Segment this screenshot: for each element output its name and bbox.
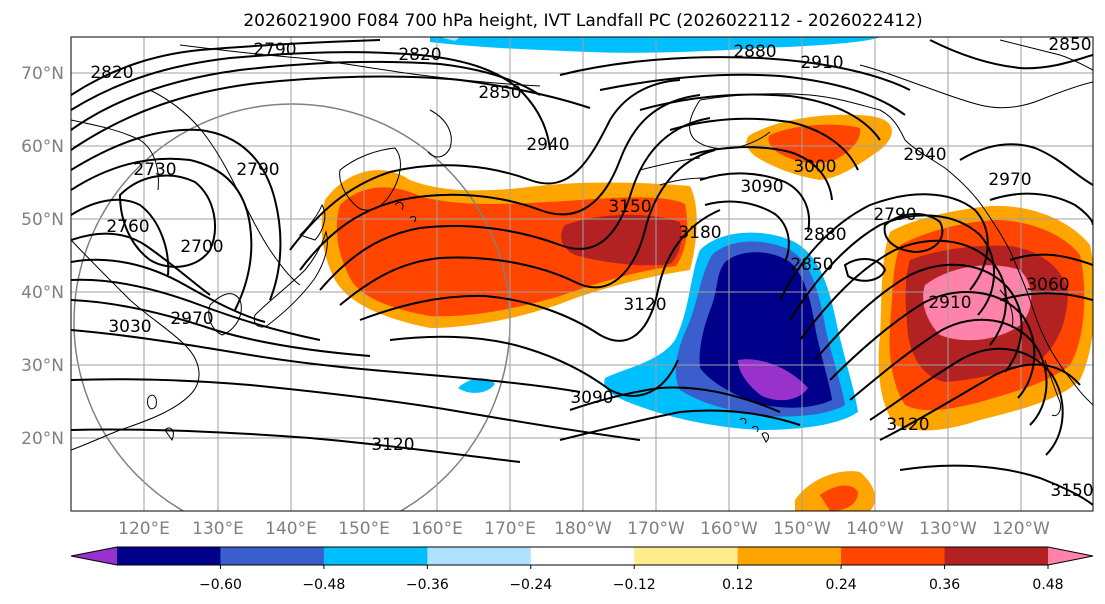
colorbar-extend-min [71,547,117,565]
colorbar-tick-label: −0.60 [199,577,242,593]
contour-label: 2880 [803,225,846,245]
contour-label: 3120 [886,415,929,435]
map-title: 2026021900 F084 700 hPa height, IVT Land… [243,11,922,31]
contour-label: 2940 [526,135,569,155]
contour-label: 2850 [478,83,521,103]
ivt-positive-pacific [321,170,697,328]
contour-label: 2700 [180,237,223,257]
lat-label: 60°N [21,137,64,157]
colorbar-segment [841,547,946,565]
contour-label: 2910 [800,53,843,73]
contour-label: 3090 [740,177,783,197]
lon-label: 180°W [554,519,612,539]
colorbar-segment [117,547,221,565]
colorbar-tick-label: −0.24 [509,577,552,593]
ivt-negative-north [430,37,880,53]
contour-label: 3000 [793,157,836,177]
contour-label: 2820 [398,45,441,65]
contour-labels: 2790 2820 2850 2880 2910 2850 2820 2730 … [90,35,1093,501]
contour-label: 3120 [371,435,414,455]
colorbar-segment [530,547,635,565]
lon-label: 130°W [919,519,977,539]
colorbar-segment [427,547,532,565]
lon-label: 120°E [118,519,170,539]
colorbar-tick-label: 0.36 [929,577,960,593]
colorbar-tick-label: −0.12 [613,577,656,593]
lon-label: 150°E [338,519,390,539]
contour-label: 3060 [1026,275,1069,295]
contour-label: 2850 [790,255,833,275]
contour-label: 2880 [733,42,776,62]
contour-label: 3180 [678,223,721,243]
colorbar-extend-max [1048,547,1093,565]
colorbar-tick-label: 0.24 [826,577,857,593]
colorbar-segment [634,547,739,565]
lon-label: 120°W [992,519,1050,539]
contour-label: 2790 [253,40,296,60]
coastlines [71,39,1093,451]
contour-label: 2790 [873,205,916,225]
contour-label: 2940 [903,145,946,165]
lat-label: 50°N [21,210,64,230]
colorbar-tick-label: −0.48 [302,577,345,593]
colorbar-outline [70,546,1094,566]
lon-label: 130°E [192,519,244,539]
lat-label: 40°N [21,283,64,303]
lat-label: 70°N [21,64,64,84]
map-frame [70,36,1094,512]
contour-label: 3150 [608,197,651,217]
height-contours [71,39,1093,506]
lon-label: 170°W [627,519,685,539]
lon-label: 160°E [411,519,463,539]
colorbar [70,546,1094,566]
contour-label: 2760 [106,217,149,237]
longitude-labels: 120°E 130°E 140°E 150°E 160°E 170°E 180°… [118,519,1050,539]
colorbar-segment [220,547,325,565]
lon-label: 170°E [484,519,536,539]
contour-label: 2790 [236,160,279,180]
colorbar-segment [323,547,428,565]
colorbar-tick-label: 0.12 [722,577,753,593]
colorbar-ticks: −0.60 −0.48 −0.36 −0.24 −0.12 0.12 0.24 0.36 0.4… [199,565,1064,593]
lat-label: 30°N [21,356,64,376]
contour-label: 3120 [623,295,666,315]
contour-label: 2850 [1048,35,1091,55]
contour-label: 2970 [170,309,213,329]
lon-label: 140°W [846,519,904,539]
ivt-negative-central [458,232,858,430]
colorbar-tick-label: −0.36 [406,577,449,593]
lon-label: 150°W [773,519,831,539]
contour-label: 2970 [988,170,1031,190]
lat-label: 20°N [21,429,64,449]
contour-label: 3030 [108,317,151,337]
lon-label: 140°E [265,519,317,539]
contour-label: 3150 [1050,481,1093,501]
map-panel: 2790 2820 2850 2880 2910 2850 2820 2730 … [70,35,1094,512]
latitude-labels: 70°N 60°N 50°N 40°N 30°N 20°N [21,64,64,449]
colorbar-segment [737,547,842,565]
contour-label: 2820 [90,63,133,83]
contour-label: 2910 [928,293,971,313]
colorbar-tick-label: 0.48 [1032,577,1063,593]
contour-label: 2730 [133,160,176,180]
lon-label: 160°W [700,519,758,539]
colorbar-segment [944,547,1049,565]
contour-label: 3090 [570,388,613,408]
